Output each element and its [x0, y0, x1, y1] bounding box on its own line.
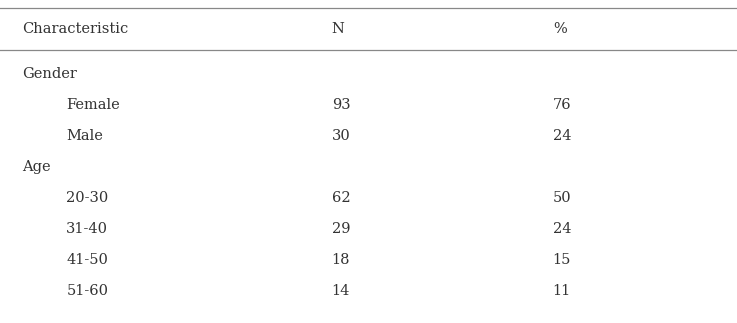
Text: N: N [332, 22, 344, 36]
Text: 24: 24 [553, 222, 571, 236]
Text: 62: 62 [332, 191, 350, 205]
Text: 30: 30 [332, 129, 350, 143]
Text: Gender: Gender [22, 67, 77, 81]
Text: 11: 11 [553, 284, 571, 298]
Text: Female: Female [66, 98, 120, 112]
Text: 76: 76 [553, 98, 571, 112]
Text: 51-60: 51-60 [66, 284, 108, 298]
Text: 14: 14 [332, 284, 350, 298]
Text: Characteristic: Characteristic [22, 22, 128, 36]
Text: 20-30: 20-30 [66, 191, 108, 205]
Text: 41-50: 41-50 [66, 253, 108, 267]
Text: 24: 24 [553, 129, 571, 143]
Text: 31-40: 31-40 [66, 222, 108, 236]
Text: 15: 15 [553, 253, 571, 267]
Text: 18: 18 [332, 253, 350, 267]
Text: Male: Male [66, 129, 103, 143]
Text: %: % [553, 22, 567, 36]
Text: Age: Age [22, 160, 51, 174]
Text: 29: 29 [332, 222, 350, 236]
Text: 93: 93 [332, 98, 350, 112]
Text: 50: 50 [553, 191, 571, 205]
